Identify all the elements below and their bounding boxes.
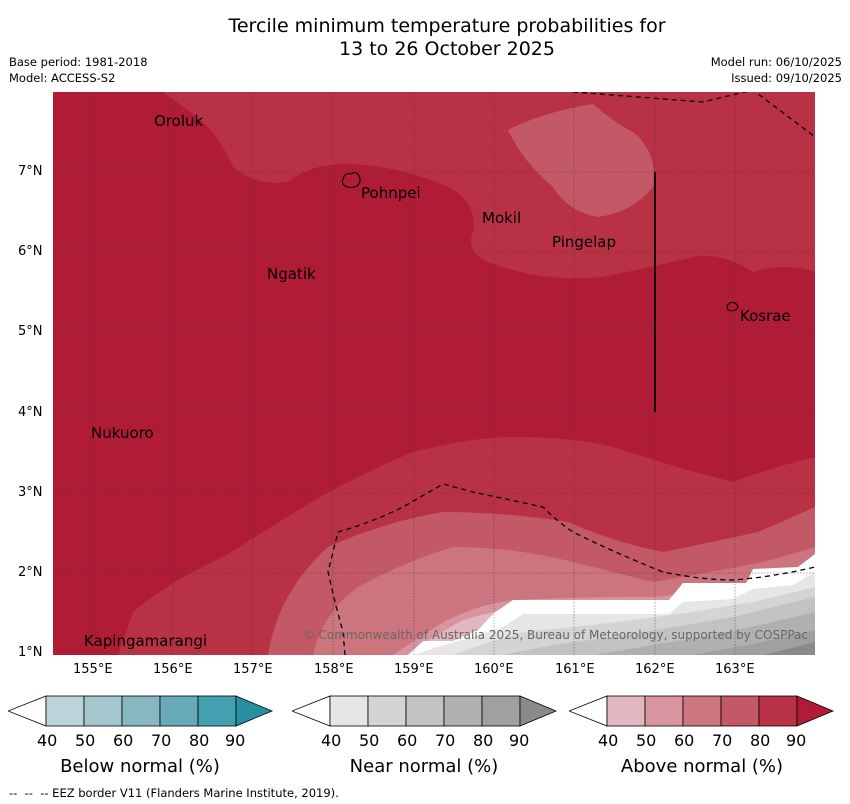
- colorbar-above-swatch: [606, 695, 646, 727]
- colorbar-near-swatch: [367, 695, 407, 727]
- probability-map: Oroluk Pohnpei Mokil Pingelap Ngatik Kos…: [53, 92, 815, 655]
- colorbar-near-tick: 90: [509, 731, 530, 750]
- colorbar-near-min-arrow: [292, 695, 331, 727]
- lon-tick-155e: 155°E: [73, 662, 113, 677]
- colorbar-above-max-arrow: [796, 695, 835, 727]
- model-name: Model: ACCESS-S2: [9, 71, 116, 85]
- colorbar-near-max-arrow: [519, 695, 558, 727]
- colorbar-near-swatch: [443, 695, 483, 727]
- place-label-mokil: Mokil: [482, 209, 521, 227]
- colorbar-near-tick: 50: [359, 731, 380, 750]
- colorbar-near-normal: [292, 695, 558, 727]
- colorbar-above-min-arrow: [569, 695, 608, 727]
- lat-tick-7n: 7°N: [18, 164, 43, 179]
- lon-tick-160e: 160°E: [474, 662, 514, 677]
- colorbar-near-swatch: [481, 695, 521, 727]
- lat-tick-2n: 2°N: [18, 565, 43, 580]
- colorbar-near-title: Near normal (%): [349, 756, 499, 777]
- eez-footnote: -- -- -- EEZ border V11 (Flanders Marine…: [9, 786, 339, 800]
- place-label-kosrae: Kosrae: [740, 307, 791, 325]
- colorbar-above-swatch: [644, 695, 684, 727]
- issued-date: Issued: 09/10/2025: [731, 71, 842, 85]
- lon-tick-163e: 163°E: [715, 662, 755, 677]
- place-label-pohnpei: Pohnpei: [361, 184, 421, 202]
- base-period: Base period: 1981-2018: [9, 55, 148, 69]
- near-normal-90: [763, 642, 815, 655]
- colorbar-near-swatch: [329, 695, 369, 727]
- colorbar-above-tick: 40: [598, 731, 619, 750]
- colorbar-below-swatch: [159, 695, 199, 727]
- graticule: [53, 92, 815, 655]
- colorbar-below-swatch: [121, 695, 161, 727]
- colorbar-above-title: Above normal (%): [620, 756, 784, 777]
- lat-tick-1n: 1°N: [18, 645, 43, 660]
- colorbar-near-tick: 70: [435, 731, 456, 750]
- place-label-nukuoro: Nukuoro: [91, 424, 154, 442]
- lon-tick-158e: 158°E: [314, 662, 354, 677]
- lon-tick-162e: 162°E: [635, 662, 675, 677]
- lon-tick-159e: 159°E: [394, 662, 434, 677]
- colorbar-below-swatch: [197, 695, 237, 727]
- colorbar-near-tick: 40: [321, 731, 342, 750]
- colorbar-above-tick: 80: [750, 731, 771, 750]
- colorbar-below-tick: 90: [225, 731, 246, 750]
- colorbar-above-tick: 50: [636, 731, 657, 750]
- colorbar-below-normal: [8, 695, 274, 727]
- place-label-pingelap: Pingelap: [552, 233, 616, 251]
- pohnpei-outline: [341, 171, 361, 189]
- band-70-north: [508, 104, 654, 217]
- near-normal-80: [693, 630, 815, 655]
- title-line-2: 13 to 26 October 2025: [339, 38, 555, 60]
- colorbar-above-tick: 60: [674, 731, 695, 750]
- lat-tick-3n: 3°N: [18, 485, 43, 500]
- colorbar-below-min-arrow: [8, 695, 47, 727]
- place-label-ngatik: Ngatik: [267, 265, 316, 283]
- lon-tick-157e: 157°E: [233, 662, 273, 677]
- colorbar-above-tick: 70: [712, 731, 733, 750]
- colorbar-below-tick: 70: [151, 731, 172, 750]
- colorbar-near-tick: 60: [397, 731, 418, 750]
- lon-tick-156e: 156°E: [153, 662, 193, 677]
- colorbar-below-tick: 40: [37, 731, 58, 750]
- lat-tick-5n: 5°N: [18, 324, 43, 339]
- colorbar-below-max-arrow: [235, 695, 274, 727]
- model-run: Model run: 06/10/2025: [710, 55, 842, 69]
- colorbar-above-swatch: [682, 695, 722, 727]
- band-80-north: [163, 92, 815, 279]
- colorbar-below-tick: 60: [113, 731, 134, 750]
- kosrae-outline: [726, 301, 739, 312]
- colorbar-below-swatch: [83, 695, 123, 727]
- colorbar-near-tick: 80: [473, 731, 494, 750]
- lat-tick-6n: 6°N: [18, 244, 43, 259]
- lat-tick-4n: 4°N: [18, 405, 43, 420]
- colorbar-above-swatch: [758, 695, 798, 727]
- title-line-1: Tercile minimum temperature probabilitie…: [228, 15, 666, 37]
- colorbar-near-swatch: [405, 695, 445, 727]
- eez-borders: [327, 92, 815, 655]
- colorbar-below-swatch: [45, 695, 85, 727]
- colorbar-below-title: Below normal (%): [60, 756, 220, 777]
- map-copyright: © Commonwealth of Australia 2025, Bureau…: [303, 628, 808, 642]
- colorbar-above-swatch: [720, 695, 760, 727]
- lon-tick-161e: 161°E: [555, 662, 595, 677]
- place-label-kapingamarangi: Kapingamarangi: [84, 632, 207, 650]
- colorbar-below-tick: 50: [75, 731, 96, 750]
- place-label-oroluk: Oroluk: [154, 112, 203, 130]
- colorbar-above-tick: 90: [786, 731, 807, 750]
- colorbar-above-normal: [569, 695, 835, 727]
- colorbar-below-tick: 80: [189, 731, 210, 750]
